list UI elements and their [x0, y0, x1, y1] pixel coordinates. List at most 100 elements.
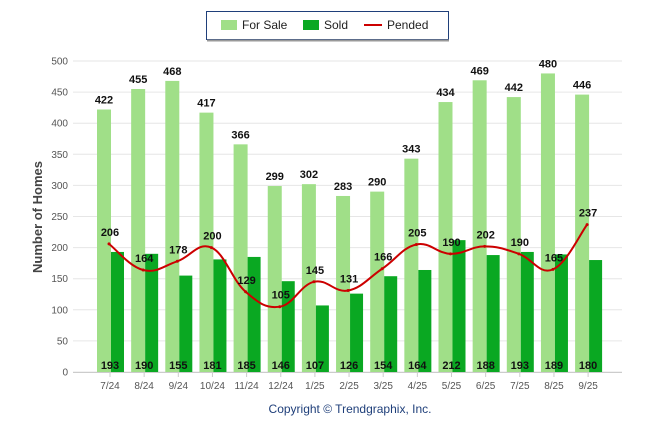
x-tick-label: 7/24: [100, 381, 120, 392]
pended-point: [449, 252, 452, 256]
y-tick-label: 200: [51, 243, 68, 254]
sold-label: 193: [101, 360, 119, 372]
for-sale-bar: [131, 88, 146, 373]
y-tick-label: 450: [51, 88, 68, 99]
pended-label: 237: [579, 208, 597, 220]
for-sale-label: 442: [505, 82, 523, 94]
y-axis-title: Number of Homes: [30, 161, 45, 273]
x-tick-label: 11/24: [234, 381, 259, 392]
for-sale-label: 343: [402, 144, 420, 156]
for-sale-bar: [199, 112, 214, 372]
pended-point: [380, 267, 384, 271]
pended-label: 206: [101, 227, 119, 239]
for-sale-bar: [506, 97, 521, 373]
sold-bar: [145, 253, 159, 372]
x-tick-label: 2/25: [339, 381, 359, 392]
sold-label: 190: [135, 360, 153, 372]
y-tick-label: 100: [51, 305, 68, 316]
sold-bar: [350, 293, 364, 372]
y-tick-label: 150: [51, 274, 68, 285]
sold-label: 185: [237, 360, 255, 372]
pended-point: [517, 252, 521, 256]
y-tick-label: 250: [51, 212, 68, 223]
pended-label: 105: [272, 290, 290, 302]
for-sale-bar: [97, 109, 111, 373]
pended-label: 200: [203, 231, 221, 243]
pended-point: [244, 290, 248, 294]
sold-bar: [384, 276, 398, 372]
sold-bar: [554, 254, 568, 372]
x-tick-label: 7/25: [510, 381, 530, 392]
pended-label: 190: [442, 237, 460, 249]
pended-label: 165: [545, 252, 563, 264]
for-sale-bar: [404, 158, 419, 372]
x-tick-label: 12/24: [268, 381, 293, 392]
bars: [97, 73, 603, 373]
for-sale-bar: [233, 144, 248, 372]
pended-label: 145: [306, 265, 324, 277]
for-sale-bar: [370, 191, 385, 372]
y-tick-label: 0: [62, 368, 68, 379]
for-sale-bar: [540, 73, 555, 372]
x-tick-label: 3/25: [373, 381, 393, 392]
for-sale-label: 290: [368, 177, 386, 189]
for-sale-bar: [301, 184, 316, 372]
sold-bar: [111, 251, 124, 372]
pended-point: [209, 246, 213, 250]
for-sale-legend-swatch: [221, 20, 237, 30]
sold-label: 154: [374, 360, 393, 372]
sold-bar: [486, 255, 500, 372]
for-sale-label: 469: [470, 65, 488, 77]
for-sale-bar: [165, 80, 180, 373]
pended-point: [585, 223, 589, 227]
y-tick-label: 300: [51, 181, 68, 192]
for-sale-bar: [438, 102, 453, 372]
for-sale-label: 422: [95, 95, 113, 107]
for-sale-label: 299: [266, 171, 284, 183]
sold-label: 181: [203, 360, 221, 372]
pended-label: 164: [135, 253, 154, 265]
x-tick-label: 8/24: [134, 381, 154, 392]
pended-label: 205: [408, 227, 426, 239]
legend-shadow: [207, 39, 449, 42]
sold-label: 146: [272, 360, 290, 372]
pended-line: [107, 223, 589, 309]
x-tick-label: 10/24: [200, 381, 225, 392]
pended-label: 129: [237, 275, 255, 287]
for-sale-label: 417: [197, 98, 215, 110]
y-tick-label: 350: [51, 150, 68, 161]
for-sale-label: 455: [129, 74, 147, 86]
x-tick-label: 9/24: [169, 381, 189, 392]
sold-label: 126: [340, 360, 358, 372]
pended-label: 178: [169, 244, 187, 256]
pended-point: [551, 267, 555, 271]
for-sale-label: 468: [163, 66, 181, 78]
pended-label: 166: [374, 252, 392, 264]
sold-label: 212: [442, 360, 460, 372]
pended-label: 190: [511, 237, 529, 249]
for-sale-legend-label: For Sale: [242, 18, 288, 32]
x-tick-label: 9/25: [578, 381, 598, 392]
for-sale-bar: [472, 80, 487, 373]
x-tick-label: 6/25: [476, 381, 496, 392]
sold-label: 155: [169, 360, 187, 372]
sold-bar: [179, 275, 193, 372]
sold-label: 107: [306, 360, 324, 372]
pended-point: [141, 268, 145, 272]
pended-point: [278, 305, 282, 309]
for-sale-label: 283: [334, 181, 352, 193]
sold-label: 164: [408, 360, 427, 372]
for-sale-bar: [267, 186, 282, 372]
pended-point: [483, 244, 487, 248]
sold-bar: [452, 240, 466, 372]
for-sale-label: 434: [436, 87, 455, 99]
sold-bar: [418, 269, 432, 372]
sold-legend-swatch: [303, 20, 319, 30]
pended-point: [312, 280, 316, 284]
for-sale-bar: [336, 195, 351, 372]
copyright-footer: Copyright © Trendgraphix, Inc.: [269, 402, 432, 416]
sold-legend-label: Sold: [324, 18, 348, 32]
sold-label: 189: [545, 360, 563, 372]
y-tick-label: 50: [57, 336, 69, 347]
